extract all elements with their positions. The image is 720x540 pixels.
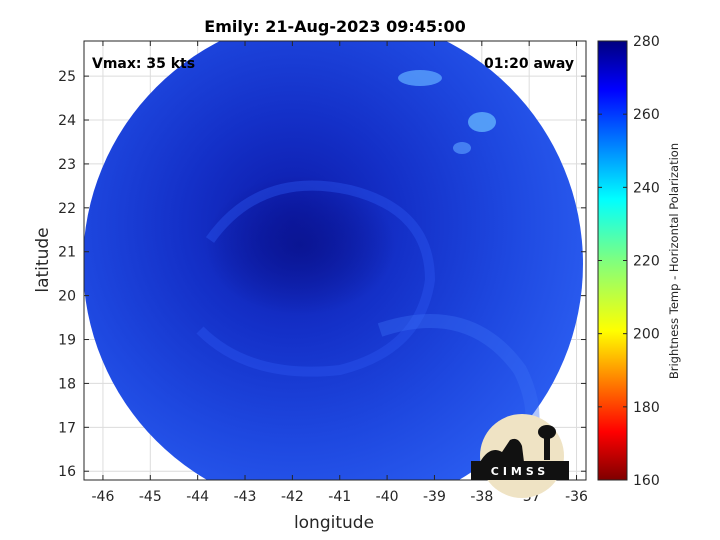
vmax-annotation: Vmax: 35 kts: [92, 56, 195, 72]
y-tick-label: 21: [58, 245, 76, 261]
colorbar-tick-label: 160: [633, 473, 660, 489]
colorbar-tick-label: 180: [633, 400, 660, 416]
x-tick-label: -44: [186, 489, 209, 505]
y-tick-label: 23: [58, 157, 76, 173]
y-tick-label: 25: [58, 69, 76, 85]
x-tick-label: -40: [376, 489, 399, 505]
x-tick-label: -45: [139, 489, 162, 505]
y-axis: 16 17 18 19 20 21 22 23 24 25: [58, 69, 586, 480]
colorbar-ticks: 280 260 240 220 200 180 160: [598, 34, 660, 489]
y-tick-label: 20: [58, 289, 76, 305]
time-away-annotation: 01:20 away: [484, 56, 574, 72]
colorbar-tick-label: 200: [633, 327, 660, 343]
y-tick-label: 22: [58, 201, 76, 217]
cimss-logo: CIMSS: [471, 414, 569, 498]
colorbar-tick-label: 240: [633, 180, 660, 196]
y-tick-label: 16: [58, 464, 76, 480]
x-tick-label: -39: [423, 489, 446, 505]
x-tick-label: -41: [328, 489, 351, 505]
colorbar-tick-label: 260: [633, 107, 660, 123]
warm-patch: [468, 112, 496, 132]
satellite-dish-icon: [480, 438, 524, 462]
logo-text: CIMSS: [491, 465, 549, 478]
warm-patch: [453, 142, 471, 154]
colorbar-label: Brightness Temp - Horizontal Polarizatio…: [667, 143, 681, 379]
water-tower-icon: [544, 438, 550, 460]
colorbar-tick-label: 280: [633, 34, 660, 50]
colorbar-tick-label: 220: [633, 254, 660, 270]
warm-patch: [398, 70, 442, 86]
x-tick-label: -43: [234, 489, 257, 505]
y-tick-label: 18: [58, 376, 76, 392]
chart-title: Emily: 21-Aug-2023 09:45:00: [204, 17, 465, 36]
y-tick-label: 24: [58, 113, 76, 129]
water-tower-tank-icon: [538, 425, 556, 439]
y-axis-label: latitude: [33, 227, 53, 292]
x-tick-label: -46: [92, 489, 115, 505]
x-tick-label: -38: [470, 489, 493, 505]
x-tick-label: -42: [281, 489, 304, 505]
x-tick-label: -36: [565, 489, 588, 505]
colorbar: [597, 40, 628, 481]
storm-core: [205, 175, 395, 315]
logo-banner: [471, 461, 569, 480]
y-tick-label: 17: [58, 420, 76, 436]
axes-frame: [83, 40, 587, 481]
y-tick-label: 19: [58, 333, 76, 349]
spiral-band: [196, 180, 436, 377]
x-axis-label: longitude: [294, 513, 374, 533]
